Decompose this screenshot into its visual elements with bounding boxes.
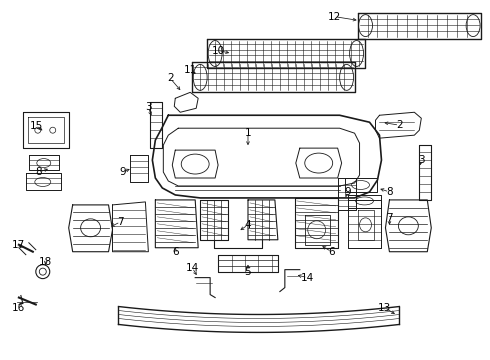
Text: 9: 9 <box>344 187 351 197</box>
Text: 6: 6 <box>172 247 178 257</box>
Text: 17: 17 <box>12 240 25 250</box>
Text: 8: 8 <box>386 187 393 197</box>
Text: 7: 7 <box>117 217 124 227</box>
Text: 14: 14 <box>186 263 199 273</box>
Text: 14: 14 <box>301 273 315 283</box>
Text: 15: 15 <box>30 121 44 131</box>
Text: 12: 12 <box>328 12 341 22</box>
Text: 8: 8 <box>35 167 42 177</box>
Text: 16: 16 <box>12 302 25 312</box>
Text: 11: 11 <box>184 66 197 76</box>
Text: 18: 18 <box>39 257 52 267</box>
Text: 10: 10 <box>212 45 225 55</box>
Text: 3: 3 <box>418 155 425 165</box>
Text: 9: 9 <box>119 167 126 177</box>
Text: 6: 6 <box>328 247 335 257</box>
Text: 13: 13 <box>378 302 391 312</box>
Text: 5: 5 <box>245 267 251 276</box>
Text: 1: 1 <box>245 128 251 138</box>
Text: 2: 2 <box>167 73 173 84</box>
Text: 2: 2 <box>396 120 403 130</box>
Text: 7: 7 <box>386 213 393 223</box>
Text: 4: 4 <box>245 220 251 230</box>
Text: 3: 3 <box>145 102 152 112</box>
